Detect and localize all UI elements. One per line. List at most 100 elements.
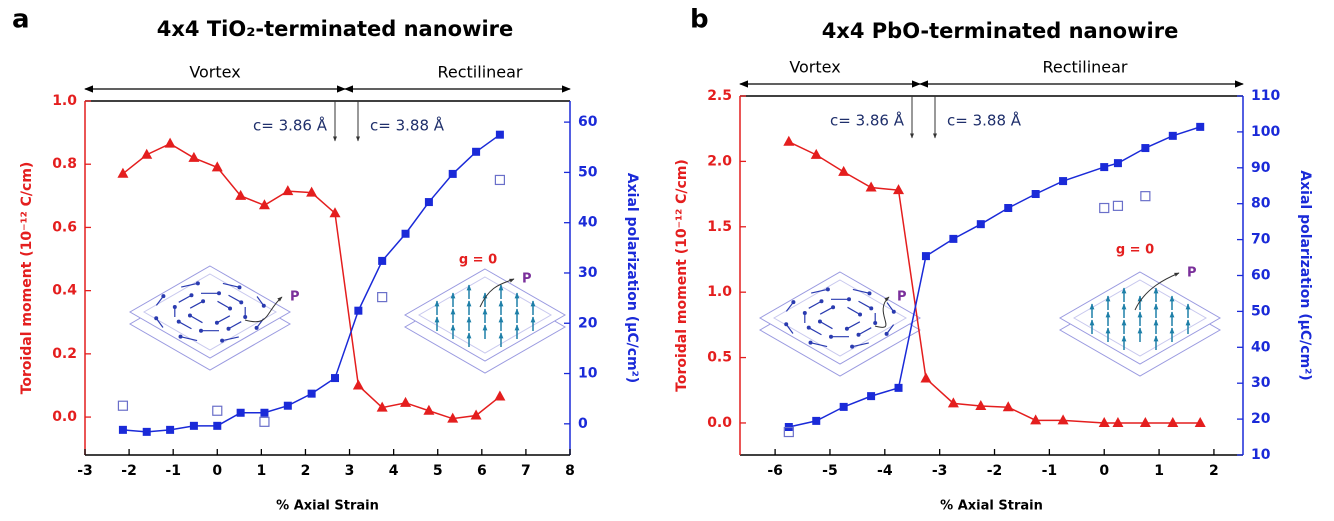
dipole [819, 320, 833, 330]
dipole [180, 336, 198, 342]
inset-box-inner [417, 276, 553, 354]
open-square-marker [1140, 191, 1151, 202]
y-tick-label: 0.6 [52, 219, 77, 235]
inset-label: P [897, 290, 907, 305]
square-marker [894, 383, 903, 392]
triangle-marker [352, 379, 364, 390]
dipole-head [226, 326, 231, 331]
dipole [858, 300, 872, 309]
dipole [189, 300, 204, 309]
dipole [811, 288, 829, 294]
x-tick-label: 4 [389, 463, 399, 479]
open-square-marker [259, 416, 270, 427]
y2-tick-label: 110 [1251, 88, 1280, 104]
inset-label: P [522, 272, 532, 287]
square-marker [812, 416, 821, 425]
series-line [788, 141, 1201, 424]
dipole-head [858, 312, 863, 317]
inset-label: g = 0 [1116, 243, 1154, 258]
y2-tick-label: 10 [578, 366, 598, 382]
x-tick-label: 0 [212, 463, 222, 479]
lattice-label: c= 3.88 Å [947, 111, 1022, 130]
dipole-head [214, 320, 219, 325]
triangle-marker [329, 207, 341, 218]
triangle-marker [470, 409, 482, 420]
square-marker [1059, 177, 1068, 186]
square-marker [472, 147, 481, 156]
y2-tick-label: 30 [578, 265, 598, 281]
dipole-head [237, 285, 242, 290]
y-tick-label: 0.5 [707, 350, 732, 366]
open-square-marker [212, 405, 223, 416]
open-square-marker [377, 292, 388, 303]
open-square-marker [783, 426, 794, 438]
open-square-marker [1099, 202, 1110, 214]
dipole [221, 336, 239, 342]
dipole-head [831, 305, 836, 310]
square-marker [118, 425, 127, 434]
dipole-head [172, 305, 177, 309]
square-marker [424, 198, 433, 207]
triangle-marker [975, 399, 987, 410]
y2-tick-label: 20 [578, 315, 598, 331]
y-axis-title: Toroidal moment (10⁻¹² C/cm) [674, 159, 690, 392]
lattice-label: c= 3.86 Å [253, 116, 328, 135]
dipole-head [802, 311, 807, 315]
square-marker [283, 401, 292, 410]
y2-tick-label: 30 [1251, 375, 1271, 391]
triangle-marker [447, 412, 459, 423]
triangle-marker [810, 148, 822, 159]
dipole-head [154, 316, 159, 321]
dipole [222, 282, 240, 288]
inset-arrow [1134, 272, 1180, 311]
dipole-head [161, 294, 166, 299]
dipole-head [829, 334, 833, 339]
dipole-head [220, 338, 225, 343]
dipole-head [178, 334, 183, 339]
dipole-head [873, 321, 878, 325]
y2-tick-label: 60 [578, 114, 598, 130]
triangle-marker [258, 199, 270, 210]
square-marker [1113, 159, 1122, 168]
dipole [846, 321, 861, 330]
square-marker [1168, 131, 1177, 140]
dipole-head [856, 332, 861, 337]
x-axis-title: % Axial Strain [276, 499, 379, 514]
triangle-marker [1112, 416, 1124, 427]
dipole [228, 294, 242, 303]
square-marker [1141, 144, 1150, 153]
x-tick-label: 1 [1154, 463, 1164, 479]
inset-diagram [1058, 271, 1222, 377]
square-marker [189, 421, 198, 430]
triangle-marker [1098, 416, 1110, 427]
y2-tick-label: 50 [578, 164, 598, 180]
triangle-marker [376, 401, 388, 412]
square-marker [949, 234, 958, 243]
square-marker [1100, 163, 1109, 172]
y-tick-label: 1.0 [52, 93, 77, 109]
dipole-head [243, 315, 248, 319]
x-tick-label: 3 [345, 463, 355, 479]
open-square-marker [1112, 200, 1124, 211]
y-tick-label: 2.0 [707, 153, 732, 169]
y-tick-label: 0.0 [707, 415, 732, 431]
y2-tick-label: 70 [1251, 232, 1271, 248]
square-marker [401, 229, 410, 238]
triangle-marker [141, 148, 153, 159]
square-marker [307, 389, 316, 398]
dipole-head [217, 291, 221, 296]
x-tick-label: -1 [1042, 463, 1058, 479]
square-marker [166, 425, 175, 434]
x-tick-label: 2 [1209, 463, 1219, 479]
x-tick-label: -3 [932, 463, 948, 479]
open-square-marker [117, 400, 129, 411]
x-tick-label: 6 [477, 463, 487, 479]
triangle-marker [1030, 414, 1042, 425]
panel-label: a [12, 5, 30, 35]
dipole-head [819, 299, 824, 304]
lattice-label: c= 3.88 Å [370, 116, 445, 135]
dipole-head [195, 281, 200, 286]
square-marker [839, 402, 848, 411]
square-marker [976, 220, 985, 229]
